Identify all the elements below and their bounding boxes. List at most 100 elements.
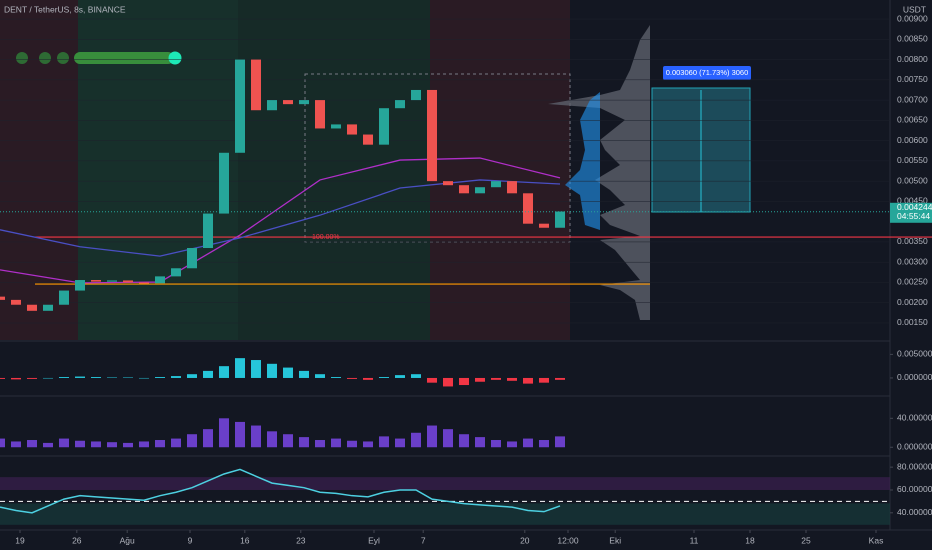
candle [203,213,213,249]
candle [171,268,181,277]
chart-title: DENT / TetherUS, 8s, BINANCE [4,4,126,14]
histogram-bar [523,438,533,448]
histogram-bar [187,374,197,378]
candle [395,100,405,109]
histogram-bar [91,377,101,378]
histogram-bar [43,377,53,379]
histogram-bar [539,377,549,383]
histogram-bar [283,434,293,448]
histogram-bar [363,441,373,448]
x-tick-label: 7 [421,535,426,545]
histogram-bar [555,436,565,448]
histogram-bar [27,377,37,379]
x-tick-label: 19 [15,535,25,545]
candle [427,89,437,182]
histogram-bar [235,421,245,448]
x-tick-label: 25 [801,535,811,545]
y-tick-label: 0.00150 [897,317,928,327]
histogram-bar [171,438,181,448]
histogram-bar [395,438,405,448]
candle [507,181,517,194]
y-tick-label: 0.005000 [897,349,932,359]
histogram-bar [219,418,229,448]
histogram-bar [331,438,341,448]
histogram-bar [219,366,229,378]
y-tick-label: 0.00600 [897,135,928,145]
histogram-bar [75,376,85,378]
histogram-bar [331,377,341,378]
y-tick-label: 0.000000 [897,441,932,451]
last-price-tag [890,202,932,223]
histogram-bar [91,441,101,448]
x-tick-label: 11 [690,535,699,545]
measure-tag [663,66,751,80]
value-area [565,92,600,245]
histogram-bar [507,377,517,381]
histogram-bar [427,377,437,383]
histogram-bar [59,377,69,378]
candle [123,280,133,283]
histogram-bar [315,374,325,378]
y-tick-label: 0.00300 [897,256,928,266]
candle [91,280,101,282]
y-tick-label: 0.00550 [897,155,928,165]
histogram-bar [523,377,533,384]
histogram-bar [395,375,405,378]
volume-profile [548,25,650,320]
histogram-bar [267,363,277,378]
candle [411,89,421,101]
candle [43,304,53,311]
x-tick-label: 12:00 [557,535,579,545]
x-tick-label: 20 [520,535,530,545]
histogram-bar [475,377,485,382]
y-tick-label: 0.00500 [897,175,928,185]
y-tick-label: 80.000000 [897,461,932,471]
x-tick-label: 18 [745,535,755,545]
histogram-bar [171,376,181,378]
histogram-bar [459,434,469,448]
histogram-bar [443,429,453,448]
histogram-bar [203,429,213,448]
candle [139,282,149,284]
histogram-bar [347,440,357,448]
candle [267,100,277,111]
candle [443,181,453,186]
candle [379,108,389,145]
y-tick-label: 0.00200 [897,297,928,307]
candle [363,134,373,145]
moving-average [0,179,561,257]
y-tick-label: 0.00900 [897,13,928,23]
histogram-bar [235,358,245,378]
histogram-bar [107,377,117,378]
last-price: 0.004244 [897,202,932,212]
y-tick-label: 0.00650 [897,115,928,125]
histogram-bar [379,377,389,378]
candle [187,248,197,269]
histogram-bar [11,377,21,380]
x-tick-label: 9 [188,535,193,545]
y-tick-label: 0.00700 [897,94,928,104]
y-tick-label: 0.00850 [897,34,928,44]
histogram-bar [139,441,149,448]
candle [219,152,229,214]
histogram-bar [0,438,5,448]
x-tick-label: Kas [869,535,884,545]
candle [491,181,501,188]
histogram-bar [123,442,133,448]
histogram-bar [251,360,261,378]
histogram-bar [299,437,309,448]
histogram-bar [427,425,437,448]
histogram-bar [139,377,149,379]
y-tick-label: 60.000000 [897,484,932,494]
histogram-bar [203,370,213,378]
histogram-bar [539,440,549,448]
histogram-bar [283,367,293,378]
candle [539,223,549,228]
histogram-bar [411,374,421,378]
countdown: 04:55:44 [897,211,930,221]
histogram-bar [379,436,389,448]
histogram-bar [363,377,373,380]
candle [59,290,69,305]
histogram-bar [75,440,85,448]
histogram-bar [27,440,37,448]
